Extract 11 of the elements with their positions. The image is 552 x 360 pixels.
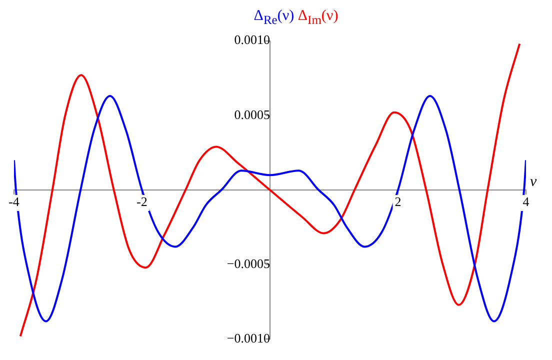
y-tick-label: 0.0005 — [234, 106, 270, 122]
y-tick-label: −0.0010 — [226, 330, 270, 346]
x-tick-label: -4 — [8, 194, 20, 209]
text: Δ$_{Re}$(ν) — [254, 8, 294, 27]
x-tick-label: 2 — [394, 194, 402, 209]
x-tick-label: -2 — [136, 194, 148, 209]
x-axis-title: ν — [530, 174, 537, 190]
y-tick-label: 0.0010 — [234, 32, 270, 48]
x-tick-label: 4 — [522, 194, 530, 209]
y-tick-label: −0.0005 — [226, 256, 270, 272]
text: Δ$_{Im}$(ν) — [298, 8, 338, 27]
